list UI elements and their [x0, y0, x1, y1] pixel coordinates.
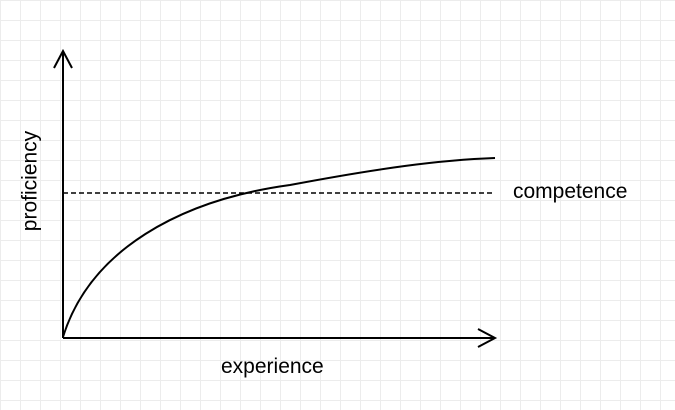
y-axis-label: proficiency	[18, 130, 42, 232]
y-axis-arrowhead	[53, 48, 73, 69]
competence-label: competence	[513, 180, 628, 203]
x-axis-label: experience	[221, 355, 324, 378]
x-axis-arrowhead	[477, 328, 498, 348]
learning-curve	[62, 157, 496, 338]
